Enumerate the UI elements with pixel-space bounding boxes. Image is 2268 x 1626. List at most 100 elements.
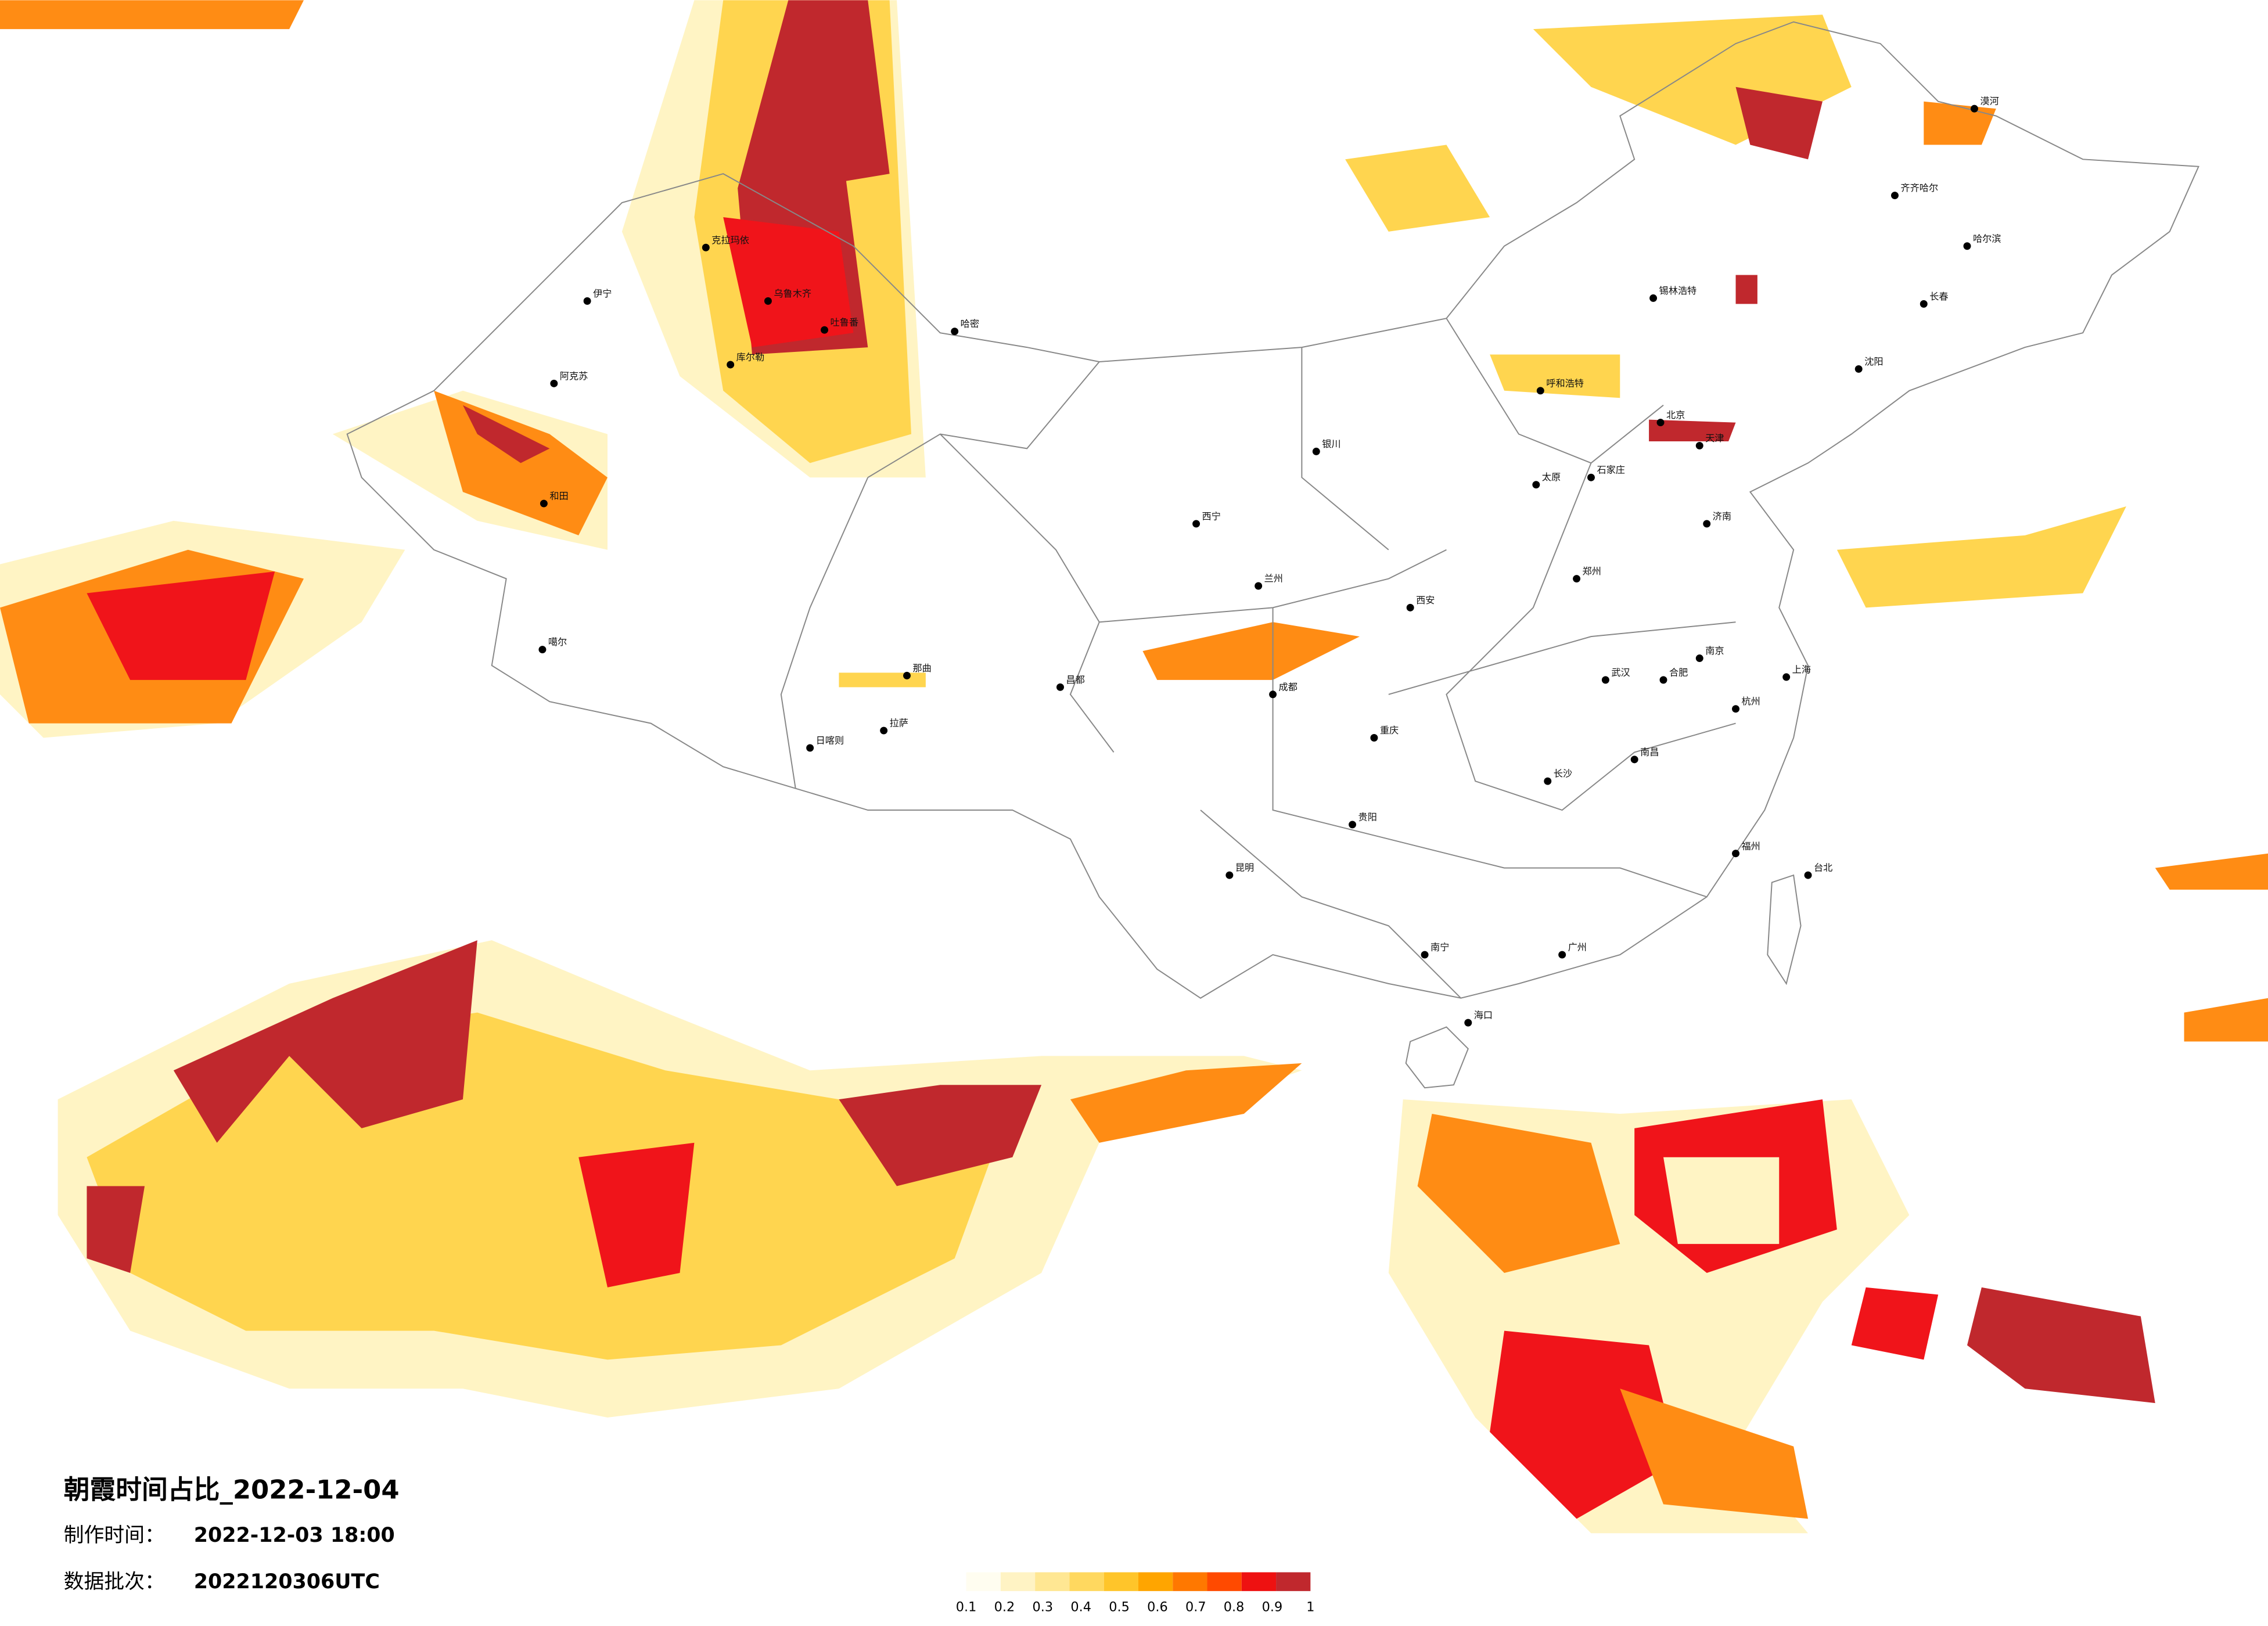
- city-label: 郑州: [1583, 566, 1601, 577]
- city-dot: [1703, 520, 1711, 528]
- city-dot: [1732, 850, 1739, 858]
- legend-tick-label: 0.5: [1109, 1600, 1130, 1615]
- city-label: 合肥: [1669, 667, 1688, 678]
- city-dot: [951, 328, 959, 336]
- legend-swatch: [1069, 1572, 1104, 1591]
- city-label: 上海: [1792, 664, 1811, 675]
- city-dot: [821, 326, 829, 334]
- info-label: 制作时间：: [64, 1524, 165, 1547]
- legend-swatch: [966, 1572, 1001, 1591]
- city-label: 日喀则: [816, 735, 844, 746]
- legend-tick-label: 0.6: [1147, 1600, 1168, 1615]
- legend-swatch: [1138, 1572, 1173, 1591]
- city-label: 石家庄: [1597, 465, 1625, 476]
- city-dot: [880, 726, 888, 735]
- city-dot: [1255, 582, 1263, 590]
- city-label: 济南: [1713, 510, 1731, 521]
- city-dot: [1421, 951, 1429, 959]
- city-label: 长春: [1929, 291, 1948, 302]
- city-dot: [1656, 419, 1665, 427]
- legend-tick-label: 0.1: [956, 1600, 977, 1615]
- city-label: 和田: [549, 491, 568, 502]
- city-label: 天津: [1705, 433, 1724, 444]
- city-dot: [1370, 734, 1378, 742]
- city-label: 南京: [1705, 645, 1724, 656]
- legend-swatch: [1035, 1572, 1070, 1591]
- city-label: 哈密: [961, 318, 979, 329]
- city-label: 兰州: [1264, 573, 1283, 584]
- city-dot: [1695, 441, 1703, 449]
- city-dot: [538, 646, 547, 654]
- legend-tick-label: 0.9: [1262, 1600, 1283, 1615]
- legend-tick-label: 1: [1306, 1600, 1314, 1615]
- city-dot: [1804, 871, 1812, 879]
- legend-tick-label: 0.8: [1224, 1600, 1245, 1615]
- info-label: 数据批次：: [64, 1570, 165, 1593]
- city-dot: [1573, 575, 1581, 583]
- city-dot: [583, 297, 591, 305]
- city-label: 北京: [1666, 409, 1685, 420]
- boundaries: [346, 21, 2199, 1089]
- city-dot: [1630, 756, 1638, 764]
- city-dot: [1659, 676, 1667, 684]
- city-dot: [1963, 242, 1971, 250]
- city-dot: [1920, 300, 1928, 308]
- city-label: 锡林浩特: [1659, 285, 1697, 296]
- city-label: 昆明: [1235, 862, 1254, 873]
- city-dot: [550, 379, 558, 387]
- city-dot: [1695, 654, 1703, 662]
- city-dot: [702, 243, 710, 251]
- city-dot: [727, 361, 735, 369]
- city-label: 西宁: [1202, 510, 1221, 521]
- city-dot: [1890, 192, 1899, 200]
- city-dot: [1312, 447, 1320, 455]
- city-dot: [1970, 105, 1978, 113]
- city-label: 乌鲁木齐: [774, 288, 811, 299]
- city-label: 那曲: [912, 663, 931, 674]
- city-dot: [1649, 294, 1658, 302]
- city-dot: [1536, 387, 1544, 395]
- city-label: 漠河: [1980, 96, 1999, 107]
- city-label: 太原: [1542, 472, 1561, 483]
- legend-tick-label: 0.7: [1185, 1600, 1206, 1615]
- city-dot: [1587, 473, 1595, 481]
- city-label: 重庆: [1380, 725, 1399, 736]
- city-label: 齐齐哈尔: [1900, 182, 1938, 193]
- city-label: 拉萨: [890, 718, 908, 729]
- city-label: 吐鲁番: [831, 317, 859, 328]
- city-dot: [1464, 1019, 1472, 1027]
- info-value: 2022120306UTC: [194, 1570, 380, 1593]
- city-label: 伊宁: [593, 288, 612, 299]
- city-label: 广州: [1568, 942, 1587, 953]
- city-label: 库尔勒: [736, 351, 765, 362]
- legend-swatch: [1207, 1572, 1242, 1591]
- city-label: 银川: [1322, 438, 1340, 449]
- legend-swatch: [1276, 1572, 1311, 1591]
- legend-tick-label: 0.3: [1033, 1600, 1054, 1615]
- city-label: 长沙: [1554, 768, 1572, 779]
- city-dot: [1192, 520, 1201, 528]
- city-dot: [1269, 690, 1277, 699]
- legend-swatch: [1173, 1572, 1207, 1591]
- city-dot: [1782, 673, 1791, 681]
- city-label: 海口: [1474, 1010, 1493, 1021]
- city-label: 西安: [1416, 595, 1435, 606]
- city-dot: [903, 671, 911, 679]
- city-label: 成都: [1279, 681, 1297, 692]
- city-label: 沈阳: [1864, 356, 1883, 367]
- city-dot: [1544, 777, 1552, 785]
- country-border: [346, 21, 2199, 999]
- legend-swatch: [1000, 1572, 1036, 1591]
- city-label: 哈尔滨: [1973, 233, 2001, 244]
- city-dot: [764, 297, 772, 305]
- legend-swatch: [1241, 1572, 1277, 1591]
- info-value: 2022-12-03 18:00: [194, 1524, 395, 1547]
- city-dot: [1225, 871, 1234, 879]
- legend: 0.1 0.2 0.3 0.4 0.5 0.6 0.7 0.8 0.9 1: [956, 1572, 1314, 1615]
- city-label: 克拉玛依: [711, 235, 749, 246]
- city-dot: [1349, 821, 1357, 829]
- city-dot: [1056, 683, 1064, 691]
- city-label: 杭州: [1741, 696, 1760, 707]
